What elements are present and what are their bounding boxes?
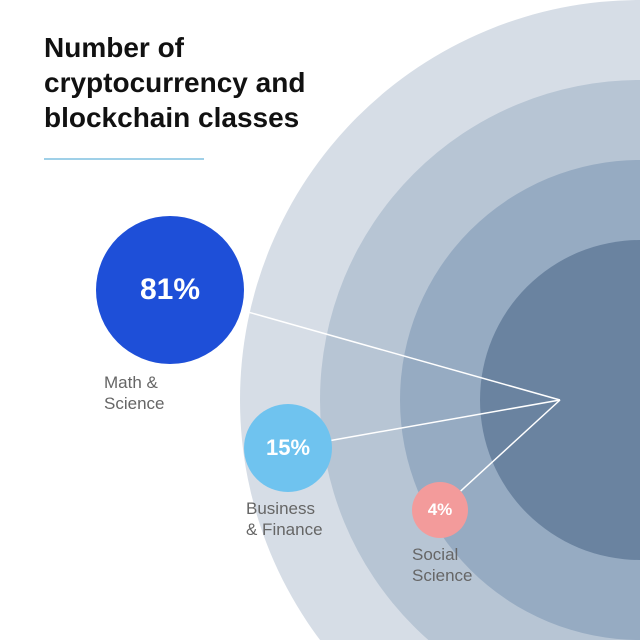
value-social-science: 4% [428, 500, 453, 520]
label-math-science: Math &Science [104, 372, 164, 415]
bubble-math-science: 81% [96, 216, 244, 364]
label-business-finance: Business& Finance [246, 498, 323, 541]
bubble-social-science: 4% [412, 482, 468, 538]
value-business-finance: 15% [266, 435, 310, 461]
label-social-science: SocialScience [412, 544, 472, 587]
title-underline [44, 158, 204, 160]
bubble-business-finance: 15% [244, 404, 332, 492]
chart-title: Number ofcryptocurrency andblockchain cl… [44, 30, 305, 135]
value-math-science: 81% [140, 273, 200, 307]
infographic-stage: 81% Math &Science 15% Business& Finance … [0, 0, 640, 640]
